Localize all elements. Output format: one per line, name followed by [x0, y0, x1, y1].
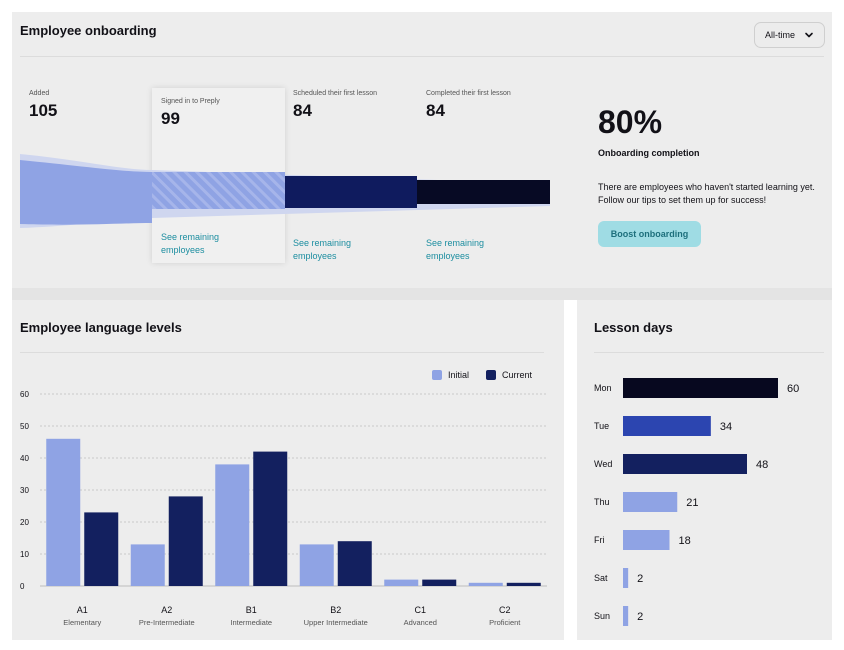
legend-initial: Initial	[432, 370, 469, 380]
bar-thu	[623, 492, 678, 512]
y-tick-label: 40	[20, 454, 29, 463]
bar-current-a1	[84, 512, 119, 586]
bar-sun	[623, 606, 629, 626]
link-line-2: employees	[426, 251, 470, 261]
bar-current-a2	[168, 496, 203, 586]
stage-scheduled-label: Scheduled their first lesson	[293, 90, 378, 97]
x-tick-sublabel: Intermediate	[230, 618, 272, 627]
legend-initial-swatch	[432, 370, 442, 380]
value-label-fri: 18	[679, 535, 691, 547]
x-tick-label: C1	[414, 605, 426, 615]
completion-percentage: 80%	[598, 104, 663, 140]
onboarding-tip: There are employees who haven't started …	[598, 182, 815, 205]
funnel-segment-signed-in	[152, 172, 285, 209]
y-tick-label: 30	[20, 486, 29, 495]
bar-sat	[623, 568, 629, 588]
y-tick-label: 20	[20, 518, 29, 527]
x-tick-label: A2	[161, 605, 172, 615]
legend-current-swatch	[486, 370, 496, 380]
legend-current-label: Current	[502, 370, 533, 380]
onboarding-title: Employee onboarding	[20, 23, 157, 38]
bar-wed	[623, 454, 747, 474]
language-levels-panel: Employee language levels Initial Current…	[12, 300, 564, 640]
boost-onboarding-button[interactable]: Boost onboarding	[598, 221, 701, 247]
value-label-mon: 60	[787, 383, 799, 395]
period-select-value: All-time	[765, 30, 796, 40]
bar-mon	[623, 378, 778, 398]
stage-signed-in-label: Signed in to Preply	[161, 98, 220, 105]
legend-current: Current	[486, 370, 532, 380]
completion-caption: Onboarding completion	[598, 148, 700, 158]
stage-added-value: 105	[29, 101, 58, 120]
period-select[interactable]: All-time	[754, 22, 825, 48]
x-tick-sublabel: Pre-Intermediate	[139, 618, 195, 627]
bar-current-c2	[506, 582, 541, 586]
bar-tue	[623, 416, 711, 436]
day-label-mon: Mon	[594, 383, 612, 393]
language-levels-divider	[20, 352, 544, 353]
day-label-wed: Wed	[594, 459, 612, 469]
lesson-days-panel: Lesson days Mon 60 Tue 34 Wed 48 Thu 21 Fri 18 Sat…	[577, 300, 832, 640]
section-separator	[12, 288, 832, 300]
funnel-segment-added	[20, 160, 152, 225]
bar-fri	[623, 530, 670, 550]
day-label-sat: Sat	[594, 573, 608, 583]
bar-initial-a2	[130, 544, 165, 586]
bar-current-b1	[253, 451, 288, 586]
link-line-1: See remaining	[161, 232, 220, 242]
value-label-wed: 48	[756, 459, 768, 471]
stage-signed-in-value: 99	[161, 109, 180, 128]
value-label-thu: 21	[686, 497, 698, 509]
onboarding-divider	[20, 56, 824, 57]
lesson-days-chart: Mon 60 Tue 34 Wed 48 Thu 21 Fri 18 Sat 2 Sun 2	[594, 378, 799, 626]
x-tick-sublabel: Upper Intermediate	[304, 618, 368, 627]
y-tick-label: 60	[20, 390, 29, 399]
link-line-2: employees	[293, 251, 337, 261]
bar-initial-c2	[468, 582, 503, 586]
link-line-1: See remaining	[426, 238, 485, 248]
chevron-down-icon	[805, 32, 813, 38]
x-tick-label: B2	[330, 605, 341, 615]
language-levels-chart: 0 10 20 30 40 50 60 A1 Elementary A2 Pre-Intermedi…	[20, 390, 547, 627]
see-remaining-completed-link[interactable]: See remaining employees	[426, 237, 484, 263]
x-tick-label: C2	[499, 605, 511, 615]
x-tick-sublabel: Advanced	[404, 618, 437, 627]
day-label-thu: Thu	[594, 497, 610, 507]
lesson-days-title: Lesson days	[594, 320, 673, 335]
see-remaining-signed-in-link[interactable]: See remaining employees	[161, 231, 219, 257]
stage-completed-value: 84	[426, 101, 445, 120]
bar-current-c1	[422, 579, 457, 586]
x-tick-label: B1	[246, 605, 257, 615]
stage-added-label: Added	[29, 90, 50, 97]
bar-initial-a1	[46, 438, 81, 586]
funnel-segment-scheduled	[285, 176, 417, 208]
y-tick-label: 10	[20, 550, 29, 559]
link-line-2: employees	[161, 245, 205, 255]
funnel-segment-completed	[417, 180, 550, 204]
lesson-days-divider	[594, 352, 824, 353]
day-label-tue: Tue	[594, 421, 609, 431]
legend-initial-label: Initial	[448, 370, 470, 380]
language-levels-title: Employee language levels	[20, 320, 182, 335]
y-tick-label: 0	[20, 582, 25, 591]
stage-scheduled-value: 84	[293, 101, 312, 120]
value-label-tue: 34	[720, 421, 732, 433]
stage-completed-label: Completed their first lesson	[426, 90, 511, 97]
day-label-sun: Sun	[594, 611, 610, 621]
bar-current-b2	[337, 541, 372, 586]
x-tick-label: A1	[77, 605, 88, 615]
link-line-1: See remaining	[293, 238, 352, 248]
bar-initial-b1	[215, 464, 250, 586]
see-remaining-scheduled-link[interactable]: See remaining employees	[293, 237, 351, 263]
x-tick-sublabel: Proficient	[489, 618, 521, 627]
value-label-sun: 2	[637, 611, 643, 623]
x-tick-sublabel: Elementary	[63, 618, 101, 627]
onboarding-funnel	[20, 154, 550, 228]
value-label-sat: 2	[637, 573, 643, 585]
bar-initial-b2	[299, 544, 334, 586]
bar-initial-c1	[384, 579, 419, 586]
day-label-fri: Fri	[594, 535, 605, 545]
y-tick-label: 50	[20, 422, 29, 431]
onboarding-panel: Employee onboarding All-time Added 105 S…	[12, 12, 832, 288]
